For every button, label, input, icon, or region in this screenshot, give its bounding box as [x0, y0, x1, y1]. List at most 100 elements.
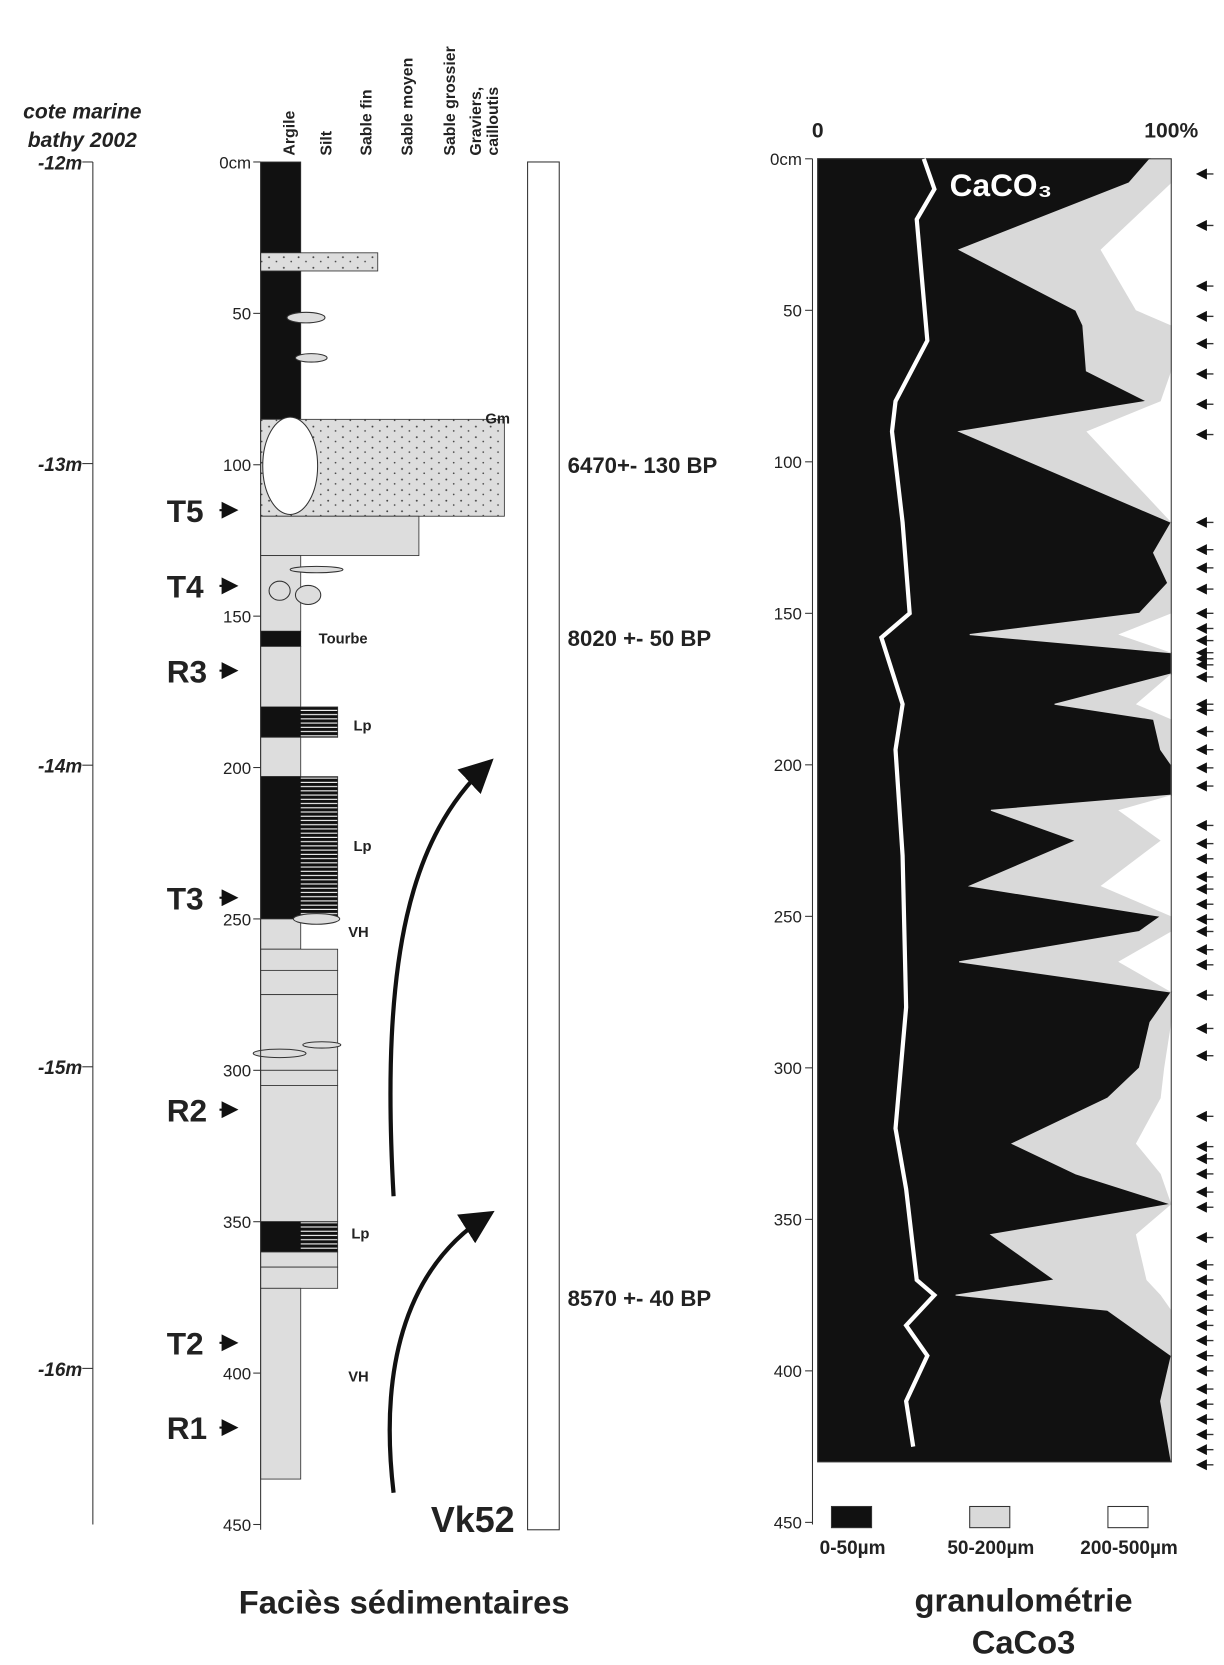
legend-label: 50-200µm [947, 1538, 1034, 1559]
y-tick-label: 100 [774, 453, 802, 472]
date-label: 8570 +- 40 BP [568, 1286, 712, 1311]
y-tick-label: 300 [774, 1059, 802, 1078]
elevation-tick-label: -16m [38, 1360, 82, 1381]
grain-class-label: Sable grossier [442, 46, 459, 155]
clast [262, 416, 319, 516]
grain-class-label: cailloutis [485, 87, 502, 156]
lens [292, 913, 341, 925]
plot-frame [817, 158, 1172, 1463]
y-tick-label: 200 [223, 759, 251, 778]
y-tick-label: 450 [223, 1516, 251, 1535]
y-tick-label: 400 [774, 1362, 802, 1381]
layer-clay [260, 706, 301, 738]
grain-class-label: Sable fin [358, 89, 375, 155]
lens [294, 584, 322, 606]
lens [294, 353, 328, 363]
legend-label: 200-500µm [1080, 1538, 1177, 1559]
annotation: Lp [353, 839, 371, 855]
lens [302, 1041, 342, 1049]
elevation-tick-label: -15m [38, 1058, 82, 1079]
layer [260, 161, 302, 420]
legend-swatch [830, 1505, 873, 1529]
layer [260, 1085, 339, 1223]
unit-label: T3 [167, 880, 204, 916]
lens [252, 1048, 307, 1059]
y-tick-label: 250 [223, 910, 251, 929]
elevation-tick-label: -13m [38, 455, 82, 476]
y-tick-label: 400 [223, 1364, 251, 1383]
y-tick-label: 350 [223, 1213, 251, 1232]
grain-class-label: Silt [318, 130, 335, 155]
y-tick-label: 100 [223, 456, 251, 475]
x-tick-label: 0 [812, 120, 824, 143]
y-tick-label: 50 [232, 305, 251, 324]
lens [286, 311, 326, 324]
unit-label: T2 [167, 1325, 204, 1361]
layer [260, 1287, 302, 1480]
layer [260, 1069, 339, 1086]
layer [260, 515, 420, 557]
layer-clay [260, 1221, 301, 1252]
area [1086, 158, 1172, 1462]
y-tick-label: 0cm [770, 150, 802, 169]
annotation: Tourbe [319, 632, 368, 648]
elevation-tick-label: -14m [38, 757, 82, 778]
layer [260, 1251, 339, 1268]
annotation: VH [348, 925, 369, 941]
legend-swatch [969, 1505, 1011, 1529]
line-label: CaCO₃ [950, 167, 1053, 203]
trend-arrow [387, 1210, 495, 1493]
annotation: Lp [353, 718, 371, 734]
date-label: 6470+- 130 BP [568, 453, 718, 478]
y-tick-label: 450 [774, 1514, 802, 1533]
y-tick-label: 300 [223, 1062, 251, 1081]
layer [260, 1266, 339, 1289]
panel-title: CaCo3 [972, 1624, 1076, 1660]
unit-label: R2 [167, 1092, 207, 1128]
y-tick-label: 250 [774, 908, 802, 927]
grain-class-label: Sable moyen [400, 58, 417, 156]
axis-title: cote marine [23, 101, 142, 124]
chart-panel: CaCO₃ 0cm 50 100 150 200 250 300 350 400 450 0 100% 0… [770, 120, 1214, 1661]
elevation-tick-label: -12m [38, 153, 82, 174]
panel-title: granulométrie [915, 1581, 1133, 1618]
layer-clay [260, 631, 301, 647]
layer [260, 918, 302, 950]
lens [289, 565, 344, 574]
y-tick-label: 0cm [219, 153, 251, 172]
lens [268, 580, 291, 601]
layer [260, 252, 379, 272]
annotation: Lp [351, 1227, 369, 1243]
annotation: VH [348, 1370, 369, 1386]
unit-label: T4 [167, 568, 204, 604]
grain-class-label: Argile [281, 110, 298, 155]
layer [260, 948, 339, 971]
caco3-line [878, 158, 938, 1447]
y-tick-label: 150 [774, 605, 802, 624]
layer-clay [260, 776, 301, 919]
unit-label: R1 [167, 1410, 207, 1446]
symbol-column [527, 161, 560, 1531]
trend-arrow [388, 758, 494, 1197]
unit-label: R3 [167, 653, 207, 689]
layer [260, 969, 339, 996]
panel-title: Faciès sédimentaires [239, 1583, 570, 1620]
annotation: Gm [485, 411, 510, 427]
log-panel: cote marine bathy 2002-12m -13m -14m -15m -16… [23, 46, 717, 1620]
date-label: 8020 +- 50 BP [568, 626, 712, 651]
layer [260, 646, 302, 708]
axis-title: bathy 2002 [28, 129, 137, 152]
unit-label: T5 [167, 493, 204, 529]
y-tick-label: 350 [774, 1211, 802, 1230]
grain-class-label: Graviers, [468, 87, 485, 156]
y-tick-label: 50 [783, 302, 802, 321]
x-tick-label: 100% [1144, 120, 1198, 143]
layer [260, 994, 339, 1071]
legend-label: 0-50µm [820, 1538, 886, 1559]
y-tick-label: 200 [774, 756, 802, 775]
core-label: Vk52 [431, 1499, 515, 1540]
layer [260, 736, 302, 778]
legend-swatch [1107, 1505, 1149, 1529]
